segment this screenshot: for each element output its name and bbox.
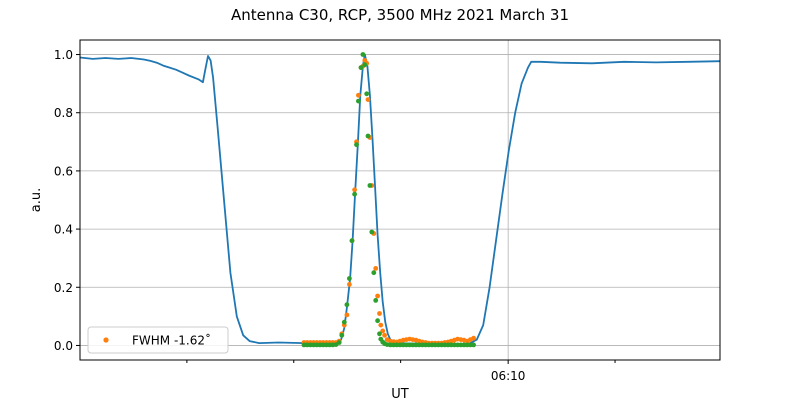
plot-area [79,52,721,348]
data-point [373,298,379,303]
data-point [373,266,379,271]
y-tick-label: 0.0 [54,339,73,353]
grid [80,40,720,360]
data-point [344,312,350,318]
data-point [360,52,366,57]
x-tick-label: 06:10 [491,369,526,383]
data-point [336,340,342,345]
x-axis: 06:10 [186,360,616,383]
data-point [377,331,382,337]
axes-frame [79,39,721,361]
chart-title: Antenna C30, RCP, 3500 MHz 2021 March 31 [231,6,569,24]
data-point [356,98,361,104]
data-point [365,97,371,102]
x-axis-label: UT [391,387,409,400]
data-point [354,142,359,148]
data-point [344,302,350,308]
data-point [349,238,355,244]
legend: FWHM -1.62˚ [87,326,229,354]
data-point [471,335,476,341]
data-point [369,229,375,235]
data-point [371,270,377,276]
y-tick-label: 0.2 [54,281,73,295]
data-point [347,276,352,281]
series-line [79,53,721,345]
data-point [377,311,382,316]
data-point [352,187,357,193]
data-point [375,318,380,324]
data-point [352,191,357,197]
data-point [471,342,476,348]
y-tick-label: 0.8 [54,106,73,120]
y-tick-label: 1.0 [54,48,73,62]
legend-label: FWHM -1.62˚ [132,333,211,348]
data-point [339,332,345,338]
data-point [358,65,364,70]
y-axis-label: a.u. [29,188,44,212]
data-point [380,328,386,334]
data-point [341,319,347,325]
data-point [367,183,373,188]
data-point [347,282,352,287]
legend-marker [103,337,109,343]
data-point [378,322,384,328]
data-point [365,133,371,139]
y-tick-label: 0.6 [54,164,73,178]
y-tick-label: 0.4 [54,223,73,237]
data-point [362,62,368,68]
y-axis: 0.0 0.2 0.4 0.6 0.8 1.0 [54,48,80,353]
data-point [382,332,387,338]
data-point [375,293,380,299]
data-point [364,91,370,97]
legend-box [87,326,229,354]
data-point [356,92,361,98]
